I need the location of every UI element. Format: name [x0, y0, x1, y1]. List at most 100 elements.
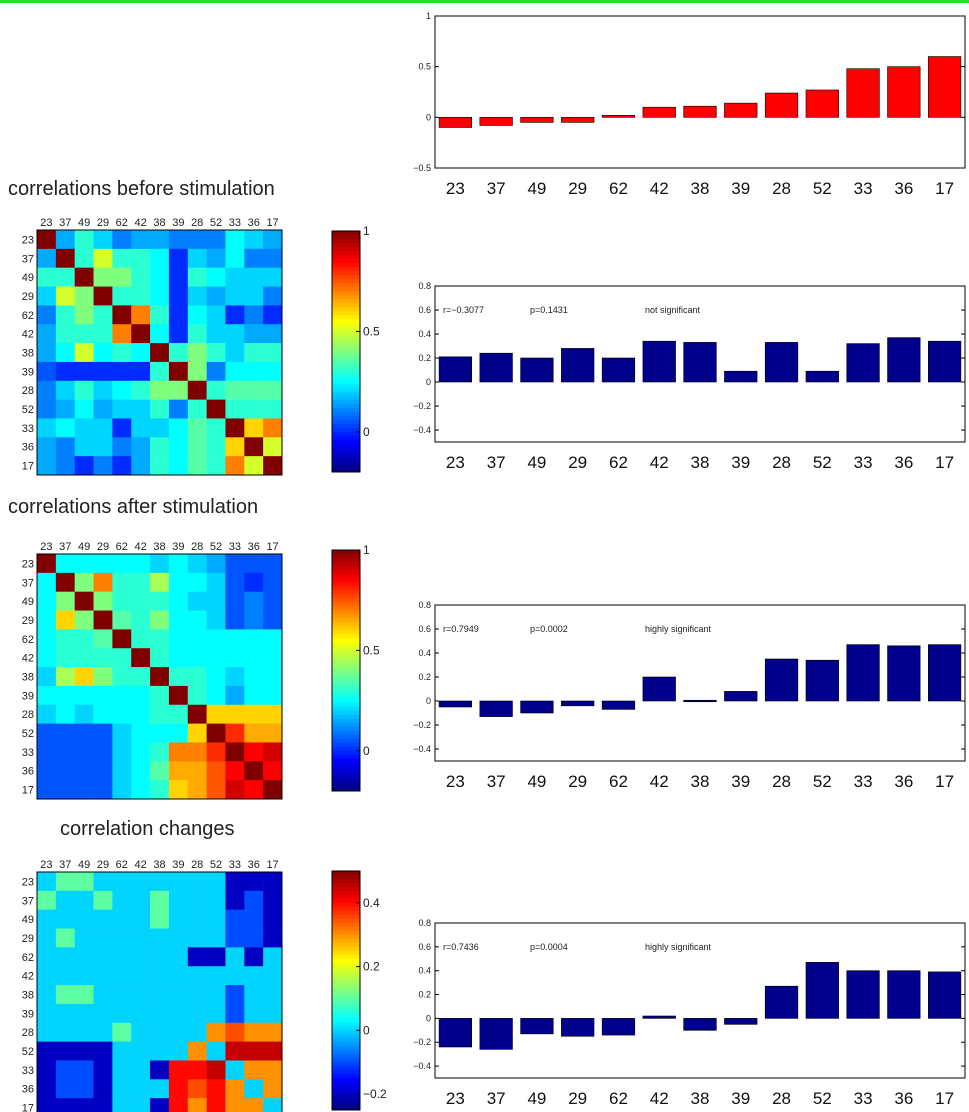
heatmap-cell: [131, 909, 151, 929]
heatmap-cell: [263, 437, 283, 457]
heatmap-cell: [55, 909, 75, 929]
colorbar-segment: [332, 415, 360, 421]
heatmap-cell: [168, 437, 189, 457]
heatmap-cell: [37, 230, 57, 250]
colorbar-segment: [332, 275, 360, 280]
heatmap-row-label: 17: [22, 1103, 34, 1112]
bar: [520, 700, 554, 714]
colorbar-segment: [332, 279, 360, 284]
heatmap-cell: [93, 399, 113, 419]
bar: [928, 644, 962, 702]
heatmap-cell: [74, 267, 94, 287]
heatmap-cell: [244, 872, 264, 892]
x-tick-label: 28: [772, 772, 791, 791]
heatmap-cell: [150, 966, 170, 986]
heatmap-cell: [37, 761, 57, 781]
colorbar-segment: [332, 778, 360, 784]
heatmap-cell: [93, 985, 113, 1005]
heatmap-cell: [168, 380, 189, 400]
heatmap-col-label: 52: [210, 859, 222, 871]
heatmap-cell: [150, 267, 170, 287]
heatmap-cell: [244, 1041, 264, 1061]
heatmap-cell: [55, 629, 75, 649]
heatmap-cell: [244, 305, 264, 325]
x-tick-label: 52: [813, 453, 832, 472]
colorbar-segment: [332, 582, 360, 587]
heatmap-col-label: 17: [266, 859, 278, 871]
colorbar-segment: [332, 974, 360, 980]
colorbar-segment: [332, 782, 360, 788]
heatmap-cell: [263, 966, 283, 986]
heatmap-col-label: 29: [97, 217, 109, 229]
colorbar-segment: [332, 698, 360, 704]
heatmap-cell: [150, 248, 170, 268]
heatmap-cell: [131, 1022, 151, 1042]
heatmap-cell: [244, 286, 264, 306]
heatmap-cell: [93, 572, 113, 592]
colorbar-segment: [332, 359, 360, 365]
heatmap-row-label: 23: [22, 234, 34, 246]
heatmap-cell: [206, 324, 226, 344]
heatmap-cell: [206, 456, 226, 476]
colorbar-segment: [332, 590, 360, 595]
bar: [642, 340, 676, 383]
heatmap-cell: [263, 361, 283, 382]
colorbar-segment: [332, 1014, 360, 1019]
heatmap-cell: [225, 380, 245, 400]
heatmap-cell: [37, 399, 57, 419]
colorbar-tick-label: 0.5: [363, 643, 380, 657]
heatmap-cell: [263, 324, 283, 344]
colorbar-segment: [332, 1090, 360, 1095]
heatmap-cell: [244, 909, 264, 929]
heatmap-cell: [225, 928, 245, 948]
heatmap-cell: [150, 1003, 170, 1024]
heatmap-cell: [112, 872, 132, 892]
heatmap-cell: [93, 286, 113, 306]
heatmap-cell: [131, 591, 151, 611]
heatmap-cell: [93, 305, 113, 325]
heatmap-cell: [244, 361, 264, 382]
heatmap-cell: [93, 1003, 113, 1024]
colorbar-segment: [332, 662, 360, 667]
y-tick-label: 0.6: [418, 624, 431, 634]
heatmap-col-label: 23: [40, 859, 52, 871]
heatmap-cell: [225, 890, 245, 910]
heatmap-cell: [244, 437, 264, 457]
heatmap-cell: [206, 380, 226, 400]
heatmap-cell: [150, 947, 170, 967]
heatmap-cell: [74, 591, 94, 611]
heatmap-cell: [263, 629, 283, 649]
colorbar-segment: [332, 1074, 360, 1079]
x-tick-label: 23: [446, 1089, 465, 1108]
colorbar-segment: [332, 1022, 360, 1027]
bar: [928, 340, 962, 383]
heatmap-cell: [112, 248, 132, 268]
colorbar-segment: [332, 447, 360, 453]
heatmap-cell: [206, 1098, 226, 1112]
heatmap-cell: [112, 418, 132, 438]
heatmap-cell: [187, 1079, 207, 1099]
heatmap-cell: [131, 437, 151, 457]
heatmap-cell: [225, 230, 245, 250]
heatmap-cell: [187, 872, 207, 892]
heatmap-cell: [74, 1022, 94, 1042]
colorbar-segment: [332, 594, 360, 599]
colorbar-segment: [332, 439, 360, 445]
colorbar-segment: [332, 946, 360, 952]
heatmap-col-label: 62: [116, 217, 128, 229]
x-tick-label: 36: [894, 1089, 913, 1108]
heatmap-cell: [37, 361, 57, 382]
heatmap-cell: [244, 667, 264, 687]
heatmap-cell: [93, 437, 113, 457]
x-tick-label: 23: [446, 179, 465, 198]
y-tick-label: 0.8: [418, 600, 431, 610]
heatmap-row-label: 62: [22, 952, 34, 964]
x-tick-label: 49: [527, 1089, 546, 1108]
heatmap-cell: [206, 591, 226, 611]
heatmap-cell: [150, 380, 170, 400]
heatmap-cell: [244, 610, 264, 630]
y-tick-label: 0.2: [418, 672, 431, 682]
bar: [561, 700, 595, 707]
heatmap-cell: [93, 1098, 113, 1112]
heatmap-cell: [74, 890, 94, 910]
